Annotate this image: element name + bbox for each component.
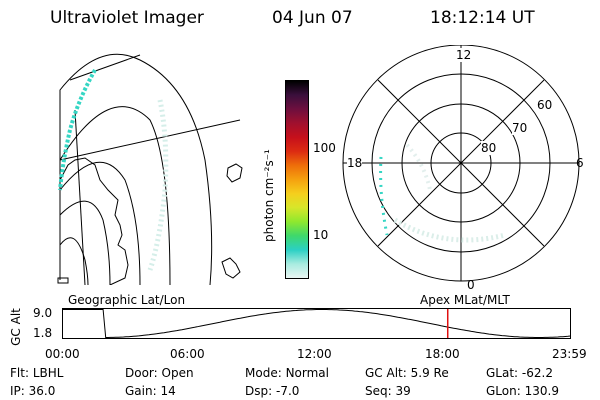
- polar-label: Apex MLat/MLT: [420, 293, 510, 307]
- aurora-emission-band: [147, 99, 169, 271]
- coastline: [226, 163, 243, 183]
- map-lat-arc: [59, 161, 141, 285]
- readout-seq: Seq: 39: [365, 384, 411, 398]
- polar-aurora-emission: [379, 156, 389, 236]
- readout-door: Door: Open: [125, 366, 194, 380]
- readout-mode: Mode: Normal: [245, 366, 329, 380]
- coastline: [221, 257, 241, 279]
- map-limb-arc: [59, 53, 213, 285]
- coastline: [59, 157, 129, 285]
- timeline-xtick-2359: 23:59: [552, 347, 587, 361]
- polar-axis-diagonal: [377, 79, 545, 247]
- geographic-label: Geographic Lat/Lon: [68, 293, 186, 307]
- timeline-xtick-1800: 18:00: [425, 347, 460, 361]
- polar-mlt-18: 18: [347, 156, 363, 170]
- timeline-ytick-min: 1.8: [33, 326, 53, 340]
- colorbar-tick-100: 100: [313, 141, 336, 155]
- header-time: 18:12:14 UT: [430, 8, 535, 28]
- timeline-ylabel: GC Alt: [8, 308, 23, 346]
- readout-gain: Gain: 14: [125, 384, 176, 398]
- polar-mlt-12: 12: [456, 48, 472, 62]
- map-meridian-line: [59, 119, 241, 161]
- map-meridian-line: [74, 109, 86, 285]
- colorbar-unit-label: photon cm⁻²s⁻¹: [262, 149, 276, 242]
- geographic-map-panel: [57, 53, 243, 285]
- map-lat-arc: [59, 200, 111, 285]
- map-corner-box: [57, 277, 69, 284]
- colorbar: [285, 80, 309, 279]
- altitude-curve: [62, 309, 571, 338]
- timeline-frame: [62, 308, 571, 339]
- colorbar-tick-10: 10: [313, 228, 329, 242]
- instrument-title: Ultraviolet Imager: [50, 8, 204, 28]
- polar-mlt-6: 6: [576, 156, 584, 170]
- readout-gc-alt: GC Alt: 5.9 Re: [365, 366, 449, 380]
- timeline-xtick-1200: 12:00: [297, 347, 332, 361]
- polar-aurora-emission: [393, 217, 506, 243]
- timeline-xtick-0000: 00:00: [45, 347, 80, 361]
- polar-lat-60: 60: [537, 98, 553, 112]
- polar-lat-80: 80: [481, 141, 497, 155]
- readout-filter: Flt: LBHL: [10, 366, 64, 380]
- aurora-emission-band: [58, 69, 97, 191]
- timeline-ytick-max: 9.0: [33, 306, 53, 320]
- readout-ip: IP: 36.0: [10, 384, 56, 398]
- map-lat-arc: [59, 106, 171, 285]
- map-meridian-line: [69, 54, 141, 81]
- readout-glon: GLon: 130.9: [486, 384, 559, 398]
- polar-mlt-0: 0: [467, 278, 475, 292]
- polar-lat-70: 70: [512, 121, 528, 135]
- readout-glat: GLat: -62.2: [486, 366, 553, 380]
- polar-plot: [342, 45, 580, 282]
- readout-dsp: Dsp: -7.0: [245, 384, 300, 398]
- timeline-plot: [62, 308, 571, 339]
- header-date: 04 Jun 07: [272, 8, 353, 28]
- map-lat-arc: [59, 237, 89, 285]
- timeline-xtick-0600: 06:00: [170, 347, 205, 361]
- polar-aurora-emission: [405, 143, 432, 191]
